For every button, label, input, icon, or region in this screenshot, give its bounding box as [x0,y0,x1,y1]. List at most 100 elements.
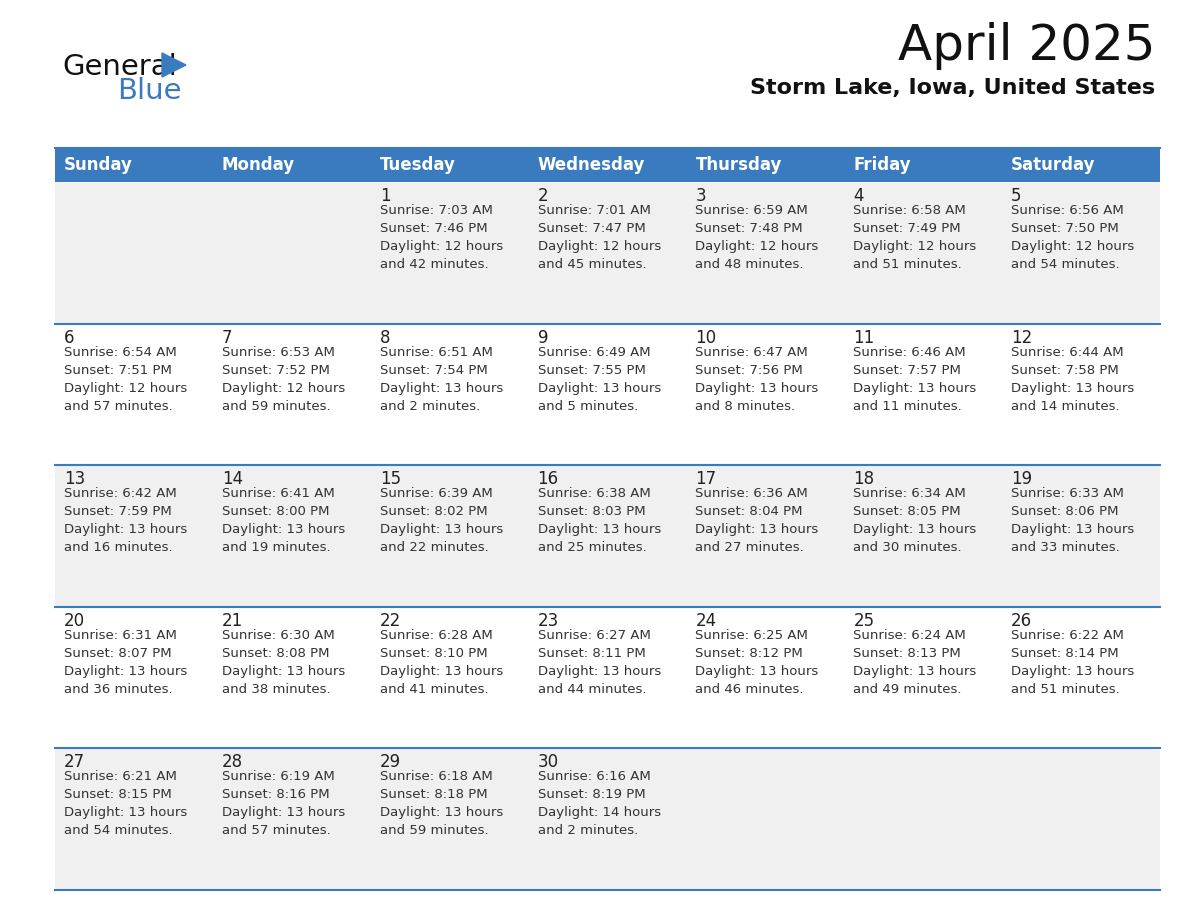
Text: 19: 19 [1011,470,1032,488]
Text: 9: 9 [538,329,548,347]
Text: Sunrise: 6:54 AM
Sunset: 7:51 PM
Daylight: 12 hours
and 57 minutes.: Sunrise: 6:54 AM Sunset: 7:51 PM Dayligh… [64,345,188,412]
Text: Sunrise: 6:44 AM
Sunset: 7:58 PM
Daylight: 13 hours
and 14 minutes.: Sunrise: 6:44 AM Sunset: 7:58 PM Dayligh… [1011,345,1135,412]
Text: 11: 11 [853,329,874,347]
Bar [1003,324,1159,465]
Text: Sunrise: 6:58 AM
Sunset: 7:49 PM
Daylight: 12 hours
and 51 minutes.: Sunrise: 6:58 AM Sunset: 7:49 PM Dayligh… [853,204,977,271]
Bar [529,324,687,465]
Text: Sunrise: 6:18 AM
Sunset: 8:18 PM
Daylight: 13 hours
and 59 minutes.: Sunrise: 6:18 AM Sunset: 8:18 PM Dayligh… [380,770,503,837]
Text: 26: 26 [1011,611,1032,630]
Text: Sunrise: 6:39 AM
Sunset: 8:02 PM
Daylight: 13 hours
and 22 minutes.: Sunrise: 6:39 AM Sunset: 8:02 PM Dayligh… [380,487,503,554]
Text: 24: 24 [695,611,716,630]
Text: 15: 15 [380,470,400,488]
Text: Sunrise: 7:03 AM
Sunset: 7:46 PM
Daylight: 12 hours
and 42 minutes.: Sunrise: 7:03 AM Sunset: 7:46 PM Dayligh… [380,204,503,271]
Bar [213,182,371,324]
Text: 28: 28 [222,754,244,771]
Text: Sunrise: 6:25 AM
Sunset: 8:12 PM
Daylight: 13 hours
and 46 minutes.: Sunrise: 6:25 AM Sunset: 8:12 PM Dayligh… [695,629,819,696]
Text: Sunrise: 6:49 AM
Sunset: 7:55 PM
Daylight: 13 hours
and 5 minutes.: Sunrise: 6:49 AM Sunset: 7:55 PM Dayligh… [538,345,661,412]
Text: Sunrise: 6:19 AM
Sunset: 8:16 PM
Daylight: 13 hours
and 57 minutes.: Sunrise: 6:19 AM Sunset: 8:16 PM Dayligh… [222,770,345,837]
Text: 21: 21 [222,611,244,630]
Bar [371,465,529,607]
Text: 2: 2 [538,187,548,205]
Bar [213,607,371,748]
Text: Sunrise: 6:21 AM
Sunset: 8:15 PM
Daylight: 13 hours
and 54 minutes.: Sunrise: 6:21 AM Sunset: 8:15 PM Dayligh… [64,770,188,837]
Bar [371,748,529,890]
Text: 5: 5 [1011,187,1022,205]
Bar [55,182,213,324]
Text: Sunrise: 6:47 AM
Sunset: 7:56 PM
Daylight: 13 hours
and 8 minutes.: Sunrise: 6:47 AM Sunset: 7:56 PM Dayligh… [695,345,819,412]
Text: 10: 10 [695,329,716,347]
Bar [529,607,687,748]
Text: Sunrise: 6:27 AM
Sunset: 8:11 PM
Daylight: 13 hours
and 44 minutes.: Sunrise: 6:27 AM Sunset: 8:11 PM Dayligh… [538,629,661,696]
Text: Sunrise: 6:16 AM
Sunset: 8:19 PM
Daylight: 14 hours
and 2 minutes.: Sunrise: 6:16 AM Sunset: 8:19 PM Dayligh… [538,770,661,837]
Bar [371,324,529,465]
Bar [1003,748,1159,890]
Text: Blue: Blue [116,77,182,105]
Bar [845,182,1003,324]
Text: 29: 29 [380,754,400,771]
Bar [845,607,1003,748]
Bar [55,465,213,607]
Text: Sunrise: 6:34 AM
Sunset: 8:05 PM
Daylight: 13 hours
and 30 minutes.: Sunrise: 6:34 AM Sunset: 8:05 PM Dayligh… [853,487,977,554]
Text: Sunrise: 6:28 AM
Sunset: 8:10 PM
Daylight: 13 hours
and 41 minutes.: Sunrise: 6:28 AM Sunset: 8:10 PM Dayligh… [380,629,503,696]
Text: 16: 16 [538,470,558,488]
Bar [1003,607,1159,748]
Text: Sunrise: 6:24 AM
Sunset: 8:13 PM
Daylight: 13 hours
and 49 minutes.: Sunrise: 6:24 AM Sunset: 8:13 PM Dayligh… [853,629,977,696]
Text: Sunrise: 6:36 AM
Sunset: 8:04 PM
Daylight: 13 hours
and 27 minutes.: Sunrise: 6:36 AM Sunset: 8:04 PM Dayligh… [695,487,819,554]
Text: 7: 7 [222,329,233,347]
Text: April 2025: April 2025 [897,22,1155,70]
Text: Sunrise: 6:53 AM
Sunset: 7:52 PM
Daylight: 12 hours
and 59 minutes.: Sunrise: 6:53 AM Sunset: 7:52 PM Dayligh… [222,345,345,412]
Text: 13: 13 [64,470,86,488]
Text: Monday: Monday [222,156,295,174]
Text: Thursday: Thursday [695,156,782,174]
Bar [687,182,845,324]
Text: Sunrise: 6:22 AM
Sunset: 8:14 PM
Daylight: 13 hours
and 51 minutes.: Sunrise: 6:22 AM Sunset: 8:14 PM Dayligh… [1011,629,1135,696]
Text: Sunday: Sunday [64,156,133,174]
Text: 1: 1 [380,187,391,205]
Bar [55,324,213,465]
Text: 23: 23 [538,611,558,630]
Text: 3: 3 [695,187,706,205]
Text: Sunrise: 6:33 AM
Sunset: 8:06 PM
Daylight: 13 hours
and 33 minutes.: Sunrise: 6:33 AM Sunset: 8:06 PM Dayligh… [1011,487,1135,554]
Bar [845,748,1003,890]
Text: Sunrise: 6:46 AM
Sunset: 7:57 PM
Daylight: 13 hours
and 11 minutes.: Sunrise: 6:46 AM Sunset: 7:57 PM Dayligh… [853,345,977,412]
Bar [687,324,845,465]
Bar [213,324,371,465]
Bar [213,465,371,607]
Text: Friday: Friday [853,156,911,174]
Bar [845,465,1003,607]
Bar [371,182,529,324]
Bar [687,748,845,890]
Bar [1003,465,1159,607]
Text: 30: 30 [538,754,558,771]
Bar [213,748,371,890]
Text: 12: 12 [1011,329,1032,347]
Polygon shape [162,53,187,77]
Text: Sunrise: 6:42 AM
Sunset: 7:59 PM
Daylight: 13 hours
and 16 minutes.: Sunrise: 6:42 AM Sunset: 7:59 PM Dayligh… [64,487,188,554]
Text: Saturday: Saturday [1011,156,1095,174]
Text: 4: 4 [853,187,864,205]
Text: General: General [62,53,177,81]
Text: 20: 20 [64,611,86,630]
Text: Sunrise: 7:01 AM
Sunset: 7:47 PM
Daylight: 12 hours
and 45 minutes.: Sunrise: 7:01 AM Sunset: 7:47 PM Dayligh… [538,204,661,271]
Bar [529,748,687,890]
Text: 6: 6 [64,329,75,347]
Text: Sunrise: 6:56 AM
Sunset: 7:50 PM
Daylight: 12 hours
and 54 minutes.: Sunrise: 6:56 AM Sunset: 7:50 PM Dayligh… [1011,204,1135,271]
Bar [55,148,1159,182]
Text: 14: 14 [222,470,244,488]
Text: Wednesday: Wednesday [538,156,645,174]
Bar [529,182,687,324]
Text: Sunrise: 6:41 AM
Sunset: 8:00 PM
Daylight: 13 hours
and 19 minutes.: Sunrise: 6:41 AM Sunset: 8:00 PM Dayligh… [222,487,345,554]
Text: 18: 18 [853,470,874,488]
Text: 8: 8 [380,329,390,347]
Bar [1003,182,1159,324]
Bar [55,607,213,748]
Bar [371,607,529,748]
Bar [687,465,845,607]
Text: 27: 27 [64,754,86,771]
Text: Sunrise: 6:31 AM
Sunset: 8:07 PM
Daylight: 13 hours
and 36 minutes.: Sunrise: 6:31 AM Sunset: 8:07 PM Dayligh… [64,629,188,696]
Text: Storm Lake, Iowa, United States: Storm Lake, Iowa, United States [750,78,1155,98]
Text: Sunrise: 6:59 AM
Sunset: 7:48 PM
Daylight: 12 hours
and 48 minutes.: Sunrise: 6:59 AM Sunset: 7:48 PM Dayligh… [695,204,819,271]
Bar [687,607,845,748]
Text: Sunrise: 6:38 AM
Sunset: 8:03 PM
Daylight: 13 hours
and 25 minutes.: Sunrise: 6:38 AM Sunset: 8:03 PM Dayligh… [538,487,661,554]
Bar [845,324,1003,465]
